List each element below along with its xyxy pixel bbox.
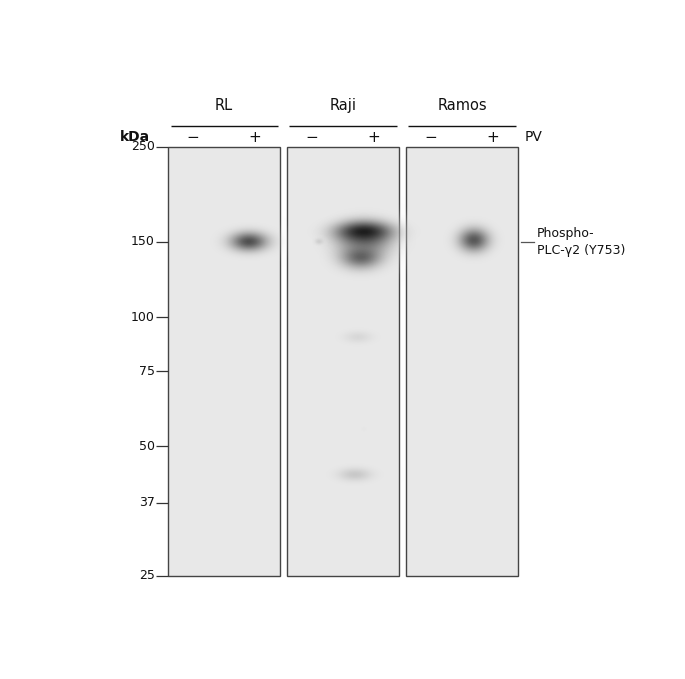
Text: RL: RL bbox=[215, 98, 234, 113]
Text: Raji: Raji bbox=[329, 98, 357, 113]
Text: −: − bbox=[306, 130, 319, 145]
Text: Ramos: Ramos bbox=[437, 98, 487, 113]
Text: 100: 100 bbox=[131, 311, 155, 324]
Text: 150: 150 bbox=[131, 236, 155, 249]
Text: −: − bbox=[187, 130, 199, 145]
Text: −: − bbox=[425, 130, 438, 145]
Text: 75: 75 bbox=[138, 365, 155, 378]
Text: 250: 250 bbox=[131, 141, 155, 153]
Text: +: + bbox=[249, 130, 262, 145]
Bar bbox=[406, 147, 519, 576]
Text: +: + bbox=[486, 130, 499, 145]
Bar bbox=[168, 147, 280, 576]
Text: 50: 50 bbox=[138, 440, 155, 453]
Text: PV: PV bbox=[525, 130, 543, 145]
Bar bbox=[287, 147, 399, 576]
Text: kDa: kDa bbox=[120, 130, 150, 144]
Text: +: + bbox=[368, 130, 380, 145]
Text: 37: 37 bbox=[139, 496, 155, 509]
Text: Phospho-
PLC-γ2 (Y753): Phospho- PLC-γ2 (Y753) bbox=[537, 227, 625, 257]
Text: 25: 25 bbox=[139, 569, 155, 582]
